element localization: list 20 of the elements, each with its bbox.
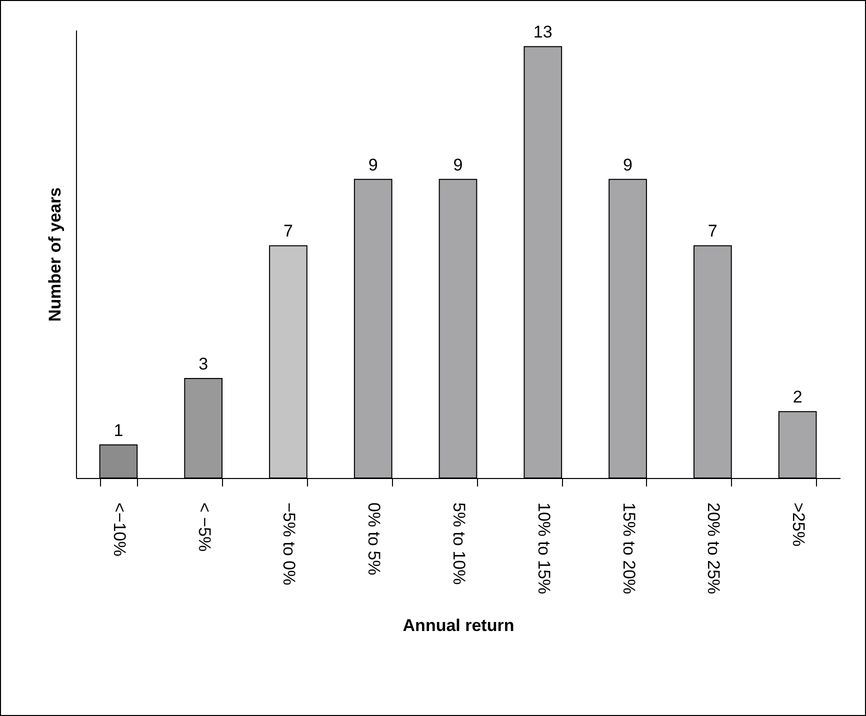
data-label: 1 bbox=[114, 420, 124, 440]
x-tick-label: 5% to 10% bbox=[450, 502, 468, 585]
x-tick-label: 20% to 25% bbox=[704, 502, 724, 594]
data-label: 9 bbox=[453, 155, 463, 174]
x-axis-title: Annual return bbox=[402, 616, 514, 636]
x-tick-label: >25% bbox=[789, 502, 808, 546]
x-tick-label: 15% to 20% bbox=[619, 502, 638, 594]
data-label: 3 bbox=[198, 354, 208, 374]
data-label: 7 bbox=[708, 222, 718, 241]
data-label: 2 bbox=[792, 388, 802, 407]
x-tick-label: < −5% bbox=[194, 502, 214, 552]
data-label: 9 bbox=[368, 155, 378, 174]
x-tick-label: 0% to 5% bbox=[364, 502, 384, 576]
x-tick-label: <−10% bbox=[110, 502, 129, 556]
y-axis-title: Number of years bbox=[46, 187, 64, 322]
data-label: 13 bbox=[533, 22, 552, 42]
data-label: 7 bbox=[283, 222, 293, 241]
x-tick-label: 10% to 15% bbox=[534, 502, 554, 594]
x-tick-label: −5% to 0% bbox=[280, 502, 299, 586]
data-label: 9 bbox=[623, 155, 633, 174]
